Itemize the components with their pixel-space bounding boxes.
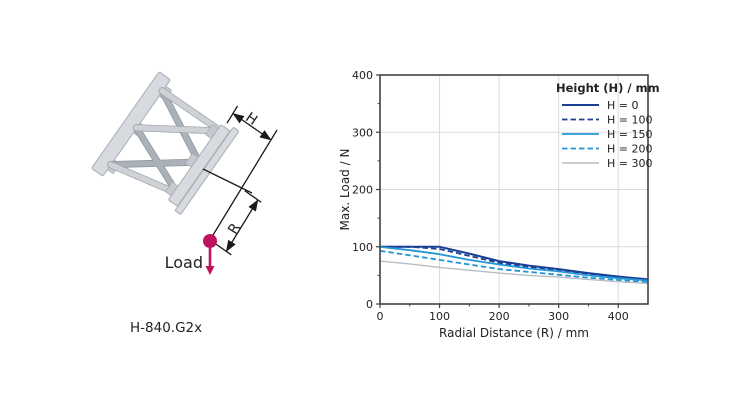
load-dot xyxy=(203,234,217,248)
dim-h-extension-tick xyxy=(226,105,239,124)
dim-r-line xyxy=(225,199,259,253)
axis-line xyxy=(209,129,278,241)
tick-label-y-300: 300 xyxy=(352,126,373,139)
chart-plot-area: 0 100 200 300 400 0 100 200 300 400 xyxy=(352,69,649,323)
tick-label-x-100: 100 xyxy=(429,310,450,323)
legend-label-0: H = 0 xyxy=(607,99,638,112)
hexapod-struts-front xyxy=(107,87,225,197)
tick-label-x-400: 400 xyxy=(608,310,629,323)
load-label: Load xyxy=(165,253,203,272)
legend-label-2: H = 150 xyxy=(607,128,652,141)
tick-label-x-0: 0 xyxy=(377,310,384,323)
platform-plane-line xyxy=(202,168,253,194)
plot-border xyxy=(379,74,649,305)
tick-label-y-100: 100 xyxy=(352,241,373,254)
series-line-0 xyxy=(380,245,649,281)
tick-label-y-0: 0 xyxy=(366,298,373,311)
x-axis-title: Radial Distance (R) / mm xyxy=(439,326,589,340)
hexapod-diagram: H R Load H-840.G2x xyxy=(91,71,278,336)
dim-r-extension-tick-top xyxy=(244,190,262,203)
load-arrowhead xyxy=(205,266,215,275)
dim-h-line xyxy=(232,112,272,141)
tick-label-x-300: 300 xyxy=(548,310,569,323)
legend-title: Height (H) / mm xyxy=(556,81,660,95)
legend-label-4: H = 300 xyxy=(607,157,652,170)
dim-r-extension-tick-bottom xyxy=(214,242,232,256)
model-caption: H-840.G2x xyxy=(130,320,202,336)
tick-label-y-200: 200 xyxy=(352,184,373,197)
dimension-h xyxy=(226,105,272,141)
legend-label-1: H = 100 xyxy=(607,113,652,126)
dim-h-label: H xyxy=(242,110,260,129)
tick-label-y-400: 400 xyxy=(352,69,373,82)
legend-label-3: H = 200 xyxy=(607,142,652,155)
dimension-r xyxy=(214,190,262,256)
series-line-3 xyxy=(379,249,649,284)
tick-label-x-200: 200 xyxy=(489,310,510,323)
hexapod-illustration xyxy=(91,71,239,215)
series-line-4 xyxy=(379,260,649,285)
load-point xyxy=(203,234,217,275)
load-chart: 0 100 200 300 400 0 100 200 300 400 Max. Load / N… xyxy=(338,69,660,340)
dim-r-label: R xyxy=(225,220,244,237)
series-line-2 xyxy=(379,245,649,282)
y-axis-title: Max. Load / N xyxy=(338,149,352,231)
